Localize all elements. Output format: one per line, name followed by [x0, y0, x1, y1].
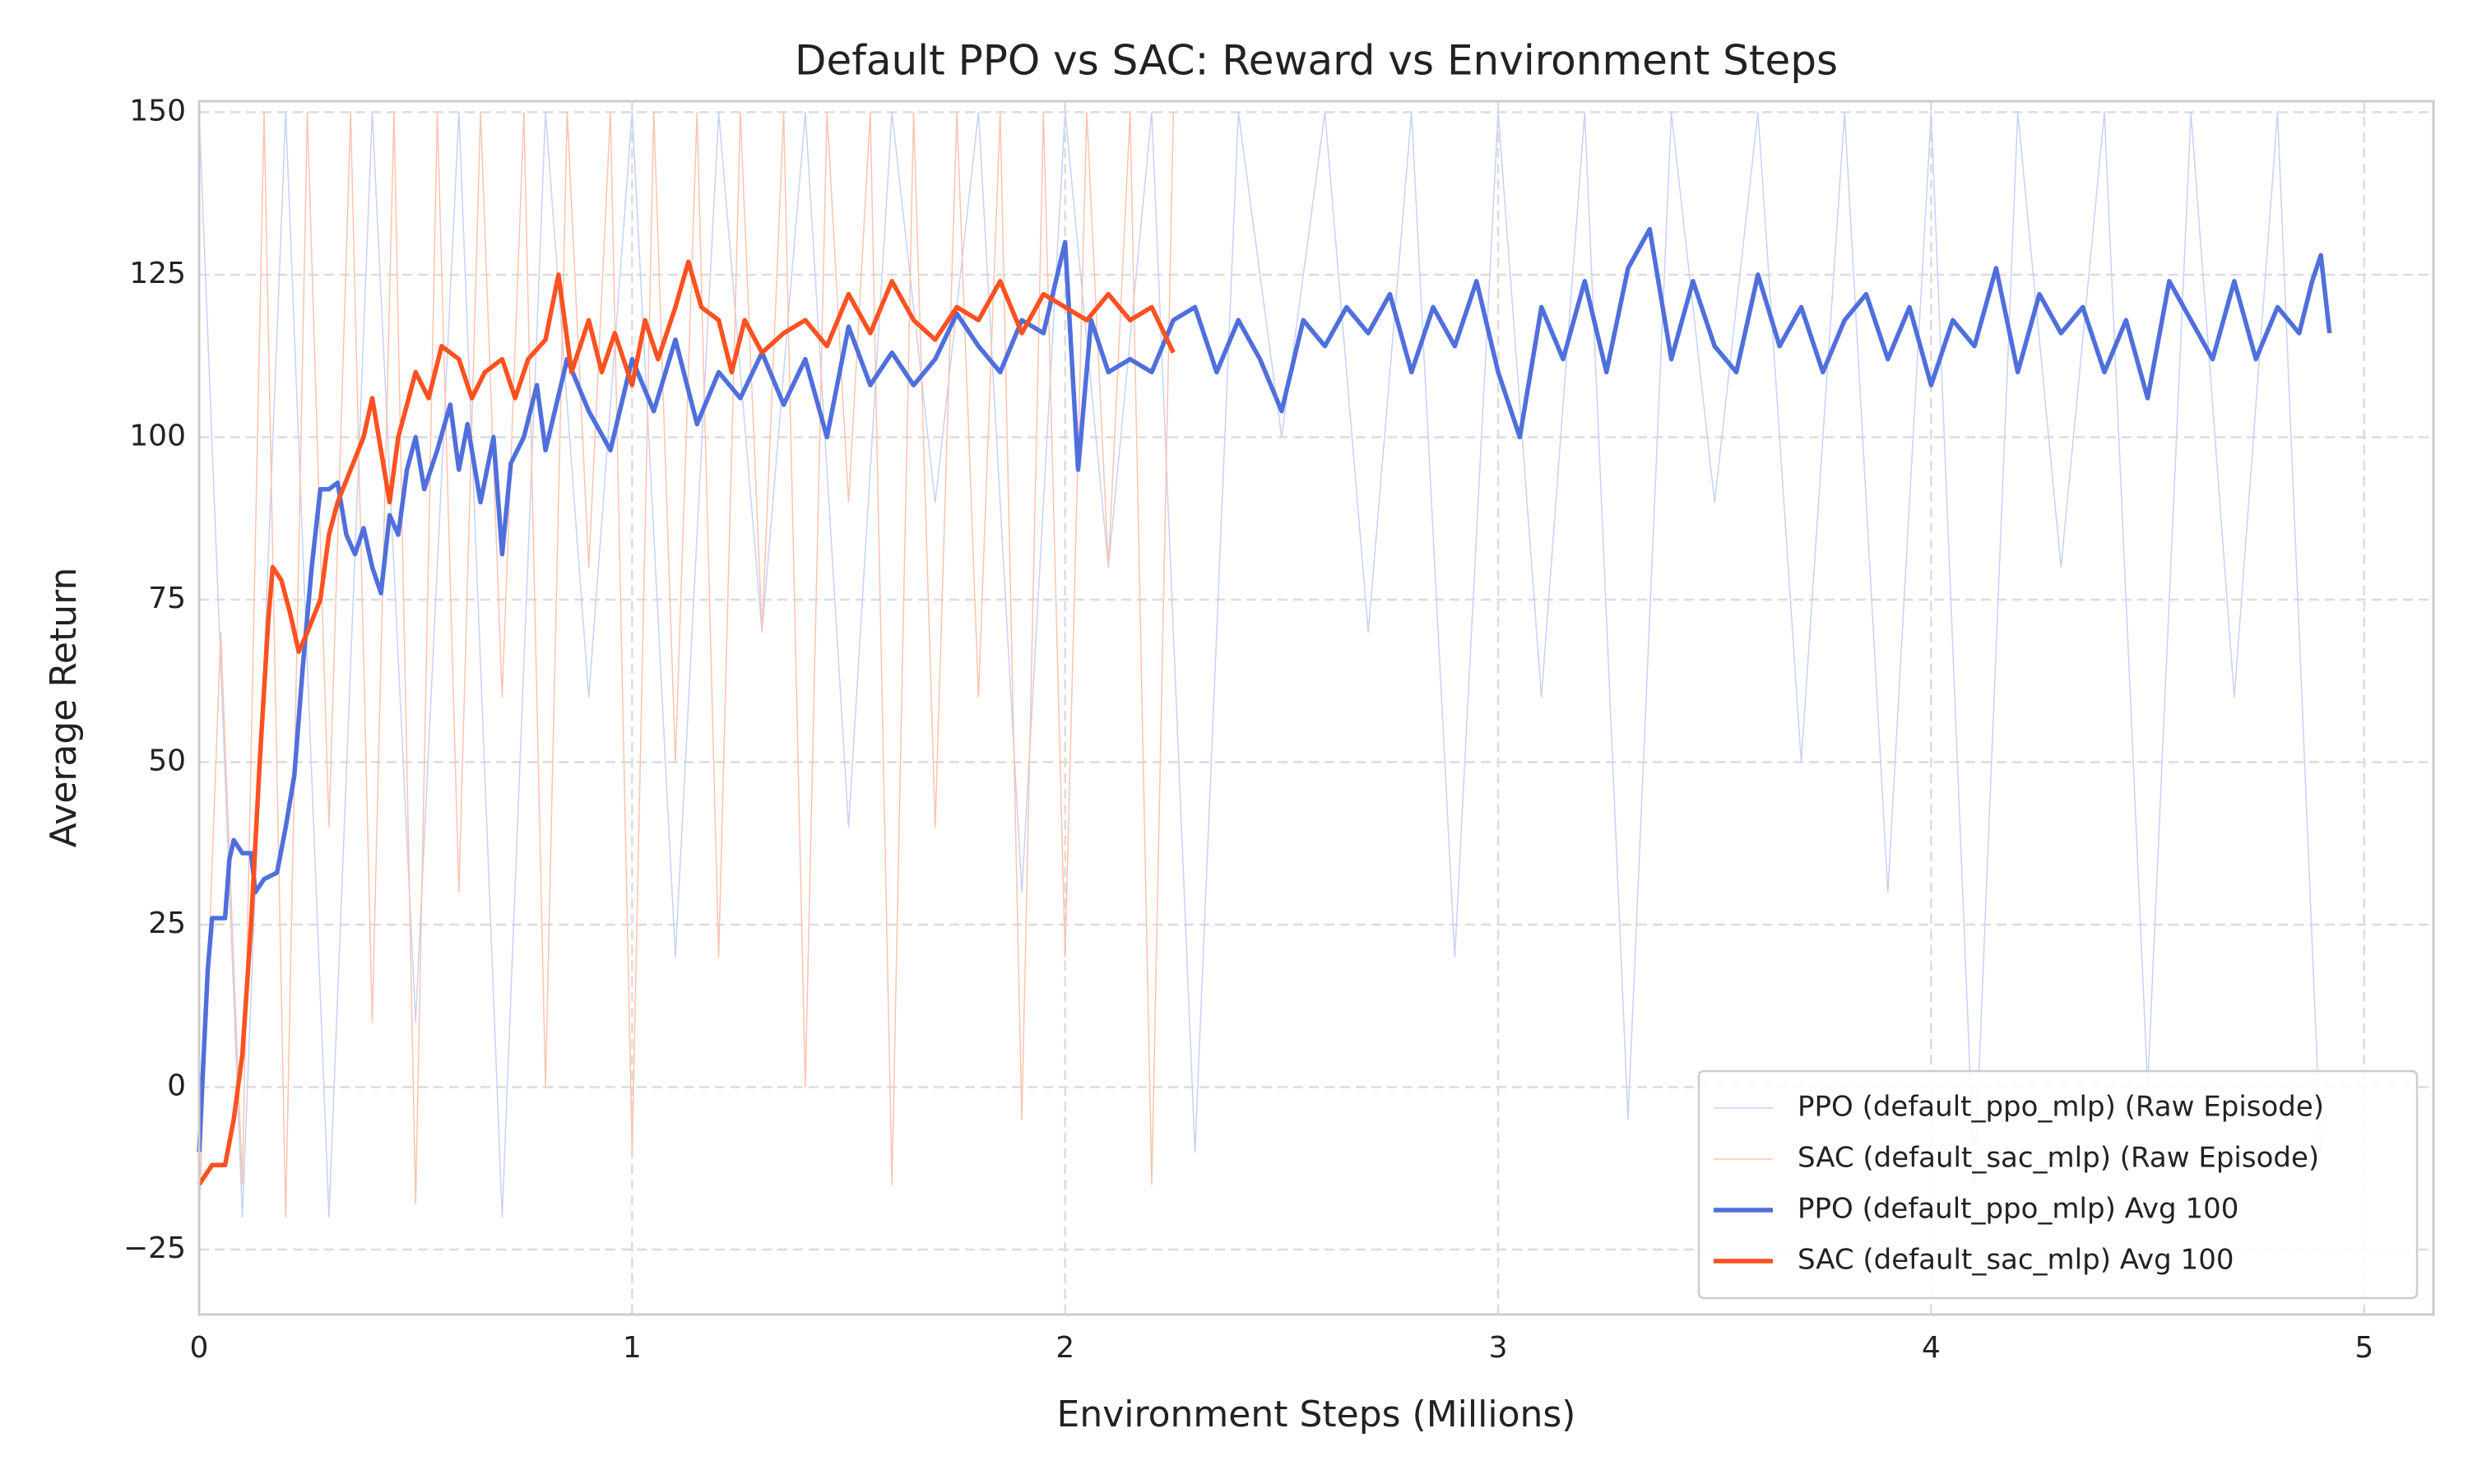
- series-line: [197, 259, 1176, 1186]
- y-tick-label: 0: [167, 1069, 186, 1102]
- x-tick-label: 0: [190, 1331, 209, 1365]
- y-tick-label: −25: [123, 1231, 186, 1265]
- x-tick-label: 1: [623, 1331, 642, 1365]
- y-tick-label: 25: [148, 907, 186, 940]
- chart-title: Default PPO vs SAC: Reward vs Environmen…: [795, 37, 1838, 85]
- y-tick-label: 50: [148, 744, 186, 777]
- y-axis-label: Average Return: [43, 568, 85, 848]
- legend-label: SAC (default_sac_mlp) Avg 100: [1798, 1244, 2234, 1277]
- legend: PPO (default_ppo_mlp) (Raw Episode) SAC (…: [1697, 1069, 2419, 1300]
- y-tick-label: 75: [148, 582, 186, 615]
- legend-label: SAC (default_sac_mlp) (Raw Episode): [1798, 1142, 2319, 1175]
- legend-label: PPO (default_ppo_mlp) Avg 100: [1798, 1193, 2238, 1226]
- plot-frame: [197, 100, 2435, 1316]
- y-tick-label: 100: [129, 419, 186, 452]
- x-tick-label: 3: [1489, 1331, 1508, 1365]
- y-tick-label: 125: [129, 257, 186, 290]
- x-tick-label: 5: [2354, 1331, 2373, 1365]
- x-axis-label: Environment Steps (Millions): [1057, 1394, 1576, 1435]
- legend-label: PPO (default_ppo_mlp) (Raw Episode): [1798, 1091, 2324, 1124]
- series-line: [198, 111, 1175, 1218]
- x-tick-label: 4: [1922, 1331, 1941, 1365]
- x-tick-label: 2: [1055, 1331, 1074, 1365]
- series-line: [197, 226, 2332, 1152]
- series-line: [198, 111, 2322, 1218]
- y-tick-label: 150: [129, 94, 186, 128]
- legend-box: [1697, 1069, 2419, 1300]
